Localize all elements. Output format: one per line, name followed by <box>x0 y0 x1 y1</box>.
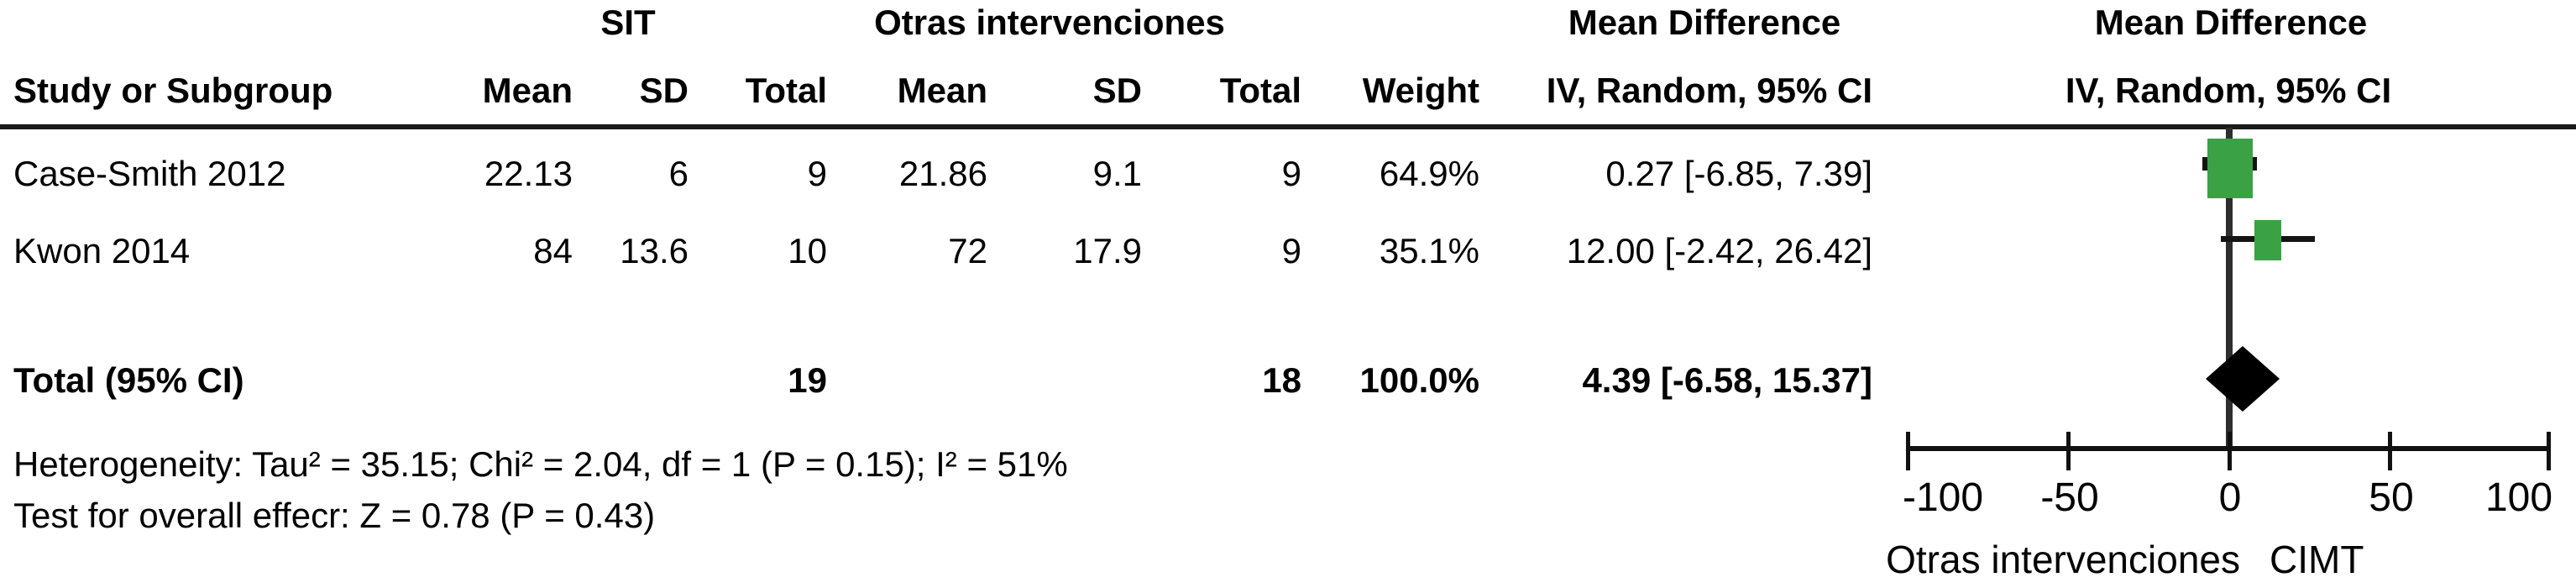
row-sit-mean: 22.13 <box>484 154 573 193</box>
group-header-md-right: Mean Difference <box>2094 3 2368 42</box>
zero-effect-line <box>2226 128 2233 448</box>
total-weight: 100.0% <box>1359 360 1479 400</box>
row-sit-sd: 6 <box>668 154 689 193</box>
col-header-sit-mean: Mean <box>482 71 573 110</box>
row-study-name: Kwon 2014 <box>13 231 191 270</box>
row-study-name: Case-Smith 2012 <box>13 154 286 193</box>
axis-tick <box>2228 432 2232 470</box>
axis-tick <box>2547 432 2551 470</box>
row-ci-text: 12.00 [-2.42, 26.42] <box>1566 231 1872 270</box>
row-weight: 64.9% <box>1379 154 1479 193</box>
effect-square-kwon <box>2254 220 2281 260</box>
axis-tick <box>2066 432 2071 470</box>
ci-cap-right <box>2251 157 2257 171</box>
favours-right-label: CIMT <box>2270 538 2364 581</box>
col-header-sit-sd: SD <box>639 71 689 110</box>
row-otras-mean: 72 <box>948 231 987 270</box>
row-sit-total: 10 <box>788 231 827 270</box>
total-diamond <box>2206 346 2280 412</box>
header-rule <box>0 124 2576 129</box>
overall-test-text: Test for overall effecr: Z = 0.78 (P = 0… <box>13 496 656 535</box>
row-sit-mean: 84 <box>533 231 573 270</box>
col-header-otras-mean: Mean <box>897 71 987 110</box>
col-header-otras-sd: SD <box>1092 71 1142 110</box>
row-ci-text: 0.27 [-6.85, 7.39] <box>1605 154 1872 193</box>
tick-label: -50 <box>2040 475 2099 520</box>
axis-tick <box>1906 432 1910 470</box>
col-header-otras-total: Total <box>1219 71 1301 110</box>
row-weight: 35.1% <box>1379 231 1479 270</box>
col-header-study: Study or Subgroup <box>13 71 333 110</box>
row-otras-total: 9 <box>1281 231 1301 270</box>
tick-label: 0 <box>2218 475 2242 520</box>
col-header-sit-total: Total <box>745 71 827 110</box>
row-otras-sd: 17.9 <box>1073 231 1142 270</box>
heterogeneity-text: Heterogeneity: Tau² = 35.15; Chi² = 2.04… <box>13 444 1068 484</box>
tick-label: 50 <box>2369 475 2414 520</box>
row-otras-mean: 21.86 <box>898 154 987 193</box>
group-header-sit: SIT <box>600 3 656 42</box>
axis-tick <box>2388 432 2392 470</box>
ci-cap-left <box>2202 157 2208 171</box>
row-sit-total: 9 <box>807 154 827 193</box>
group-header-md-left: Mean Difference <box>1568 3 1841 42</box>
tick-label: 100 <box>2484 475 2553 520</box>
total-label: Total (95% CI) <box>13 360 244 400</box>
col-header-ci-left: IV, Random, 95% CI <box>1546 71 1872 110</box>
row-otras-total: 9 <box>1281 154 1301 193</box>
col-header-ci-right: IV, Random, 95% CI <box>2065 71 2392 110</box>
group-header-otras: Otras intervenciones <box>874 3 1225 42</box>
total-ci-text: 4.39 [-6.58, 15.37] <box>1582 360 1872 400</box>
total-sit-total: 19 <box>788 360 827 400</box>
col-header-weight: Weight <box>1362 71 1479 110</box>
effect-square-case-smith <box>2207 139 2253 198</box>
tick-label: -100 <box>1902 475 1984 520</box>
total-otras-total: 18 <box>1262 360 1301 400</box>
row-sit-sd: 13.6 <box>620 231 689 270</box>
favours-left-label: Otras intervenciones <box>1886 538 2240 581</box>
row-otras-sd: 9.1 <box>1092 154 1142 193</box>
